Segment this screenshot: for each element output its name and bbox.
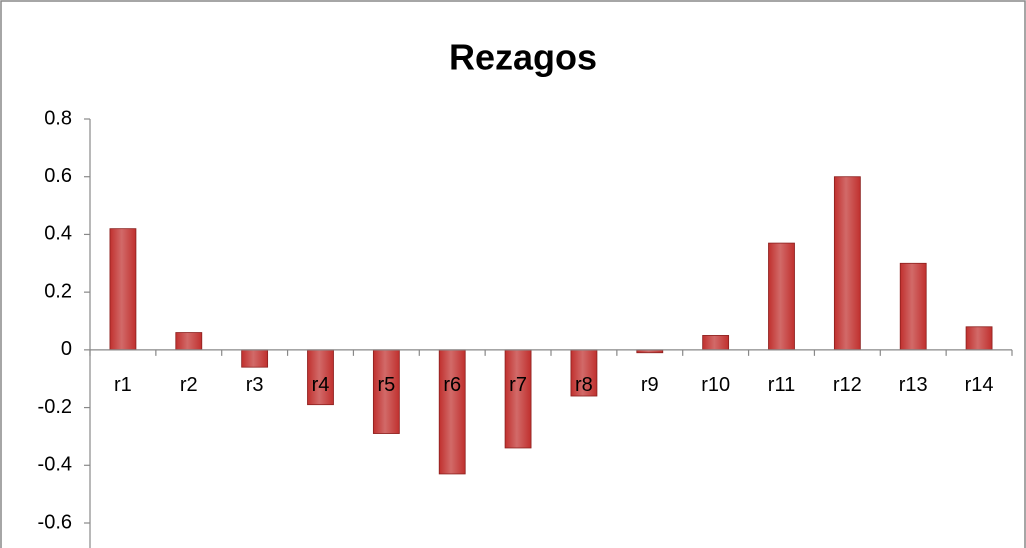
- x-tick-label: r9: [641, 374, 659, 396]
- bar: [768, 242, 795, 351]
- y-tick-label: -0.4: [38, 454, 72, 476]
- x-tick-label: r13: [899, 374, 928, 396]
- bar: [702, 335, 730, 351]
- bar: [438, 349, 466, 475]
- bar: [899, 262, 927, 351]
- bar: [504, 349, 532, 449]
- bar: [175, 332, 203, 351]
- x-tick-label: r1: [114, 374, 132, 396]
- y-tick-label: 0.6: [44, 165, 72, 187]
- y-tick-label: 0.2: [44, 280, 72, 302]
- x-tick-label: r4: [312, 374, 330, 396]
- y-tick-label: 0: [61, 338, 72, 360]
- x-tick-label: r14: [965, 374, 994, 396]
- bar: [109, 228, 137, 351]
- chart-title: Rezagos: [449, 37, 597, 78]
- x-tick-label: r6: [443, 374, 461, 396]
- y-tick-label: -0.6: [38, 511, 72, 533]
- x-tick-label: r2: [180, 374, 198, 396]
- bar: [372, 349, 400, 434]
- y-tick-label: -0.2: [38, 396, 72, 418]
- y-tick-label: 0.4: [44, 223, 72, 245]
- x-tick-label: r5: [377, 374, 395, 396]
- x-tick-label: r10: [701, 374, 730, 396]
- bar: [833, 176, 861, 351]
- bar: [965, 326, 993, 351]
- x-tick-label: r3: [246, 374, 264, 396]
- y-tick-label: 0.8: [44, 107, 72, 129]
- x-tick-label: r7: [509, 374, 527, 396]
- x-tick-label: r12: [833, 374, 862, 396]
- bar: [241, 349, 269, 368]
- x-tick-label: r11: [768, 374, 795, 396]
- x-tick-label: r8: [575, 374, 593, 396]
